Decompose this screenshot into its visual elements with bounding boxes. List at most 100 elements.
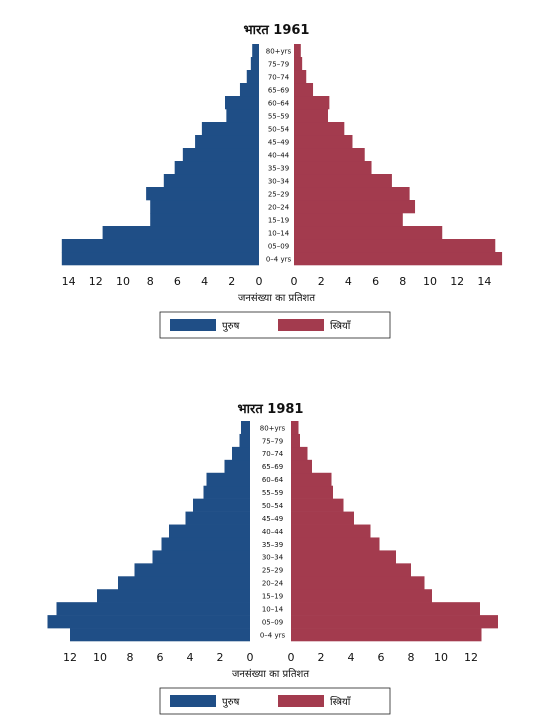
age-label: 05–09 <box>268 242 289 250</box>
bar-female <box>294 200 416 214</box>
bar-female <box>291 615 498 629</box>
age-label: 60–64 <box>268 99 290 107</box>
legend-swatch-female <box>278 695 324 707</box>
bar-male <box>226 109 259 123</box>
tick-label: 0 <box>256 275 263 288</box>
legend-label-male: पुरुष <box>222 697 240 708</box>
bar-female <box>291 433 300 448</box>
bar-male <box>195 135 259 149</box>
legend-label-female: स्त्रियाँ <box>330 696 351 708</box>
tick-label: 10 <box>434 651 448 664</box>
age-label: 55–59 <box>262 489 283 497</box>
age-label: 75–79 <box>268 60 289 68</box>
age-label: 20–24 <box>268 203 290 211</box>
bar-female <box>294 135 353 149</box>
age-label: 55–59 <box>268 112 289 120</box>
age-label: 50–54 <box>262 502 284 510</box>
age-label: 15–19 <box>268 216 289 224</box>
age-label: 65–69 <box>268 86 289 94</box>
chart-1961: भारत 1961 0–4 yrs 05–09 10–14 15–19 20–24 25–2… <box>61 23 503 339</box>
legend-swatch-male <box>170 695 216 707</box>
tick-label: 8 <box>127 651 134 664</box>
age-label: 25–29 <box>262 567 283 575</box>
bar-female <box>294 187 410 201</box>
bar-female <box>291 472 332 487</box>
bar-male <box>232 446 250 461</box>
bar-female <box>291 550 396 564</box>
bar-male <box>56 602 250 616</box>
age-label: 10–14 <box>262 605 284 613</box>
bar-female <box>291 537 380 551</box>
age-label: 70–74 <box>262 450 284 458</box>
bar-male <box>118 576 250 590</box>
bar-male <box>246 70 259 84</box>
bar-male <box>47 615 250 629</box>
bar-female <box>294 161 372 175</box>
tick-label: 10 <box>116 275 130 288</box>
bar-female <box>294 70 307 84</box>
x-axis-label: जनसंख्या का प्रतिशत <box>238 292 315 304</box>
chart-1981: भारत 1981 0–4 yrs 05–09 10–14 15–19 20–24 25–2… <box>47 402 498 715</box>
bar-female <box>294 213 403 227</box>
tick-label: 6 <box>174 275 181 288</box>
age-label: 80+yrs <box>266 47 292 55</box>
age-label: 30–34 <box>268 177 290 185</box>
legend-label-female: स्त्रियाँ <box>330 320 351 332</box>
age-label: 05–09 <box>262 618 283 626</box>
age-label: 25–29 <box>268 190 289 198</box>
bar-female <box>294 174 392 188</box>
tick-label: 12 <box>89 275 103 288</box>
bar-female <box>294 83 314 97</box>
bar-female <box>294 96 330 110</box>
bar-female <box>294 252 503 266</box>
x-axis-label: जनसंख्या का प्रतिशत <box>232 668 309 680</box>
age-label: 65–69 <box>262 463 283 471</box>
bar-female <box>291 628 482 642</box>
bar-female <box>291 421 299 435</box>
tick-label: 12 <box>464 651 478 664</box>
age-label: 60–64 <box>262 476 284 484</box>
tick-label: 2 <box>318 651 325 664</box>
age-label: 0–4 yrs <box>260 631 286 639</box>
age-label: 15–19 <box>262 593 283 601</box>
tick-label: 12 <box>63 651 77 664</box>
bar-male <box>152 550 250 564</box>
bar-male <box>161 537 250 551</box>
tick-label: 4 <box>345 275 352 288</box>
bar-male <box>252 44 259 58</box>
bar-male <box>146 187 259 201</box>
age-label: 70–74 <box>268 73 290 81</box>
bar-male <box>163 174 259 188</box>
bar-female <box>291 511 354 525</box>
legend-swatch-female <box>278 319 324 331</box>
bar-female <box>294 148 365 162</box>
bar-male <box>97 589 250 603</box>
bar-male <box>224 459 250 474</box>
bar-female <box>291 524 371 538</box>
bar-female <box>294 122 345 136</box>
bar-male <box>102 226 259 240</box>
age-label: 20–24 <box>262 580 284 588</box>
tick-label: 6 <box>378 651 385 664</box>
tick-label: 14 <box>62 275 76 288</box>
bar-female <box>291 446 308 461</box>
chart-title: भारत 1961 <box>244 23 310 38</box>
bar-male <box>239 433 250 448</box>
tick-label: 10 <box>93 651 107 664</box>
bar-male <box>174 161 259 175</box>
bar-male <box>61 252 259 266</box>
tick-label: 10 <box>423 275 437 288</box>
bar-male <box>250 57 259 71</box>
bar-male <box>150 213 259 227</box>
tick-label: 6 <box>372 275 379 288</box>
bar-male <box>201 122 259 136</box>
bar-female <box>291 589 432 603</box>
age-label: 45–49 <box>262 515 283 523</box>
bar-male <box>206 472 250 487</box>
bar-male <box>241 421 250 435</box>
age-label: 75–79 <box>262 437 283 445</box>
bar-male <box>134 563 250 577</box>
legend-label-male: पुरुष <box>222 321 240 332</box>
bar-female <box>294 57 303 71</box>
